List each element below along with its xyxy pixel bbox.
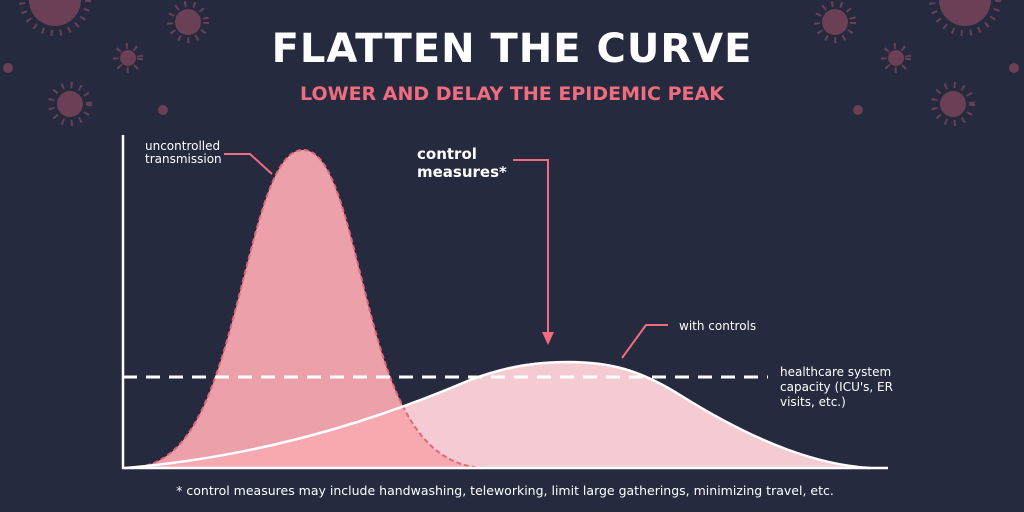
control-measures-label: measures* xyxy=(417,163,507,181)
control-measures-label: control xyxy=(417,145,477,163)
with-controls-pointer xyxy=(621,324,668,359)
control-measures-pointer xyxy=(513,159,549,340)
capacity-label: visits, etc.) xyxy=(780,395,846,409)
callouts xyxy=(224,153,668,359)
uncontrolled-curve xyxy=(129,148,486,469)
decoration xyxy=(3,0,1019,126)
capacity-label: capacity (ICU's, ER xyxy=(780,380,893,394)
footnote: * control measures may include handwashi… xyxy=(176,483,834,498)
with-controls-label: with controls xyxy=(679,319,756,333)
title: FLATTEN THE CURVE xyxy=(272,26,753,72)
capacity-label: healthcare system xyxy=(780,365,891,379)
subtitle: LOWER AND DELAY THE EPIDEMIC PEAK xyxy=(300,83,725,105)
uncontrolled-label: transmission xyxy=(145,152,222,166)
uncontrolled-pointer xyxy=(224,153,273,175)
controlled-curve-line xyxy=(124,360,871,470)
curves xyxy=(124,148,871,470)
arrow-head xyxy=(542,332,554,345)
uncontrolled-label: uncontrolled xyxy=(145,139,220,153)
